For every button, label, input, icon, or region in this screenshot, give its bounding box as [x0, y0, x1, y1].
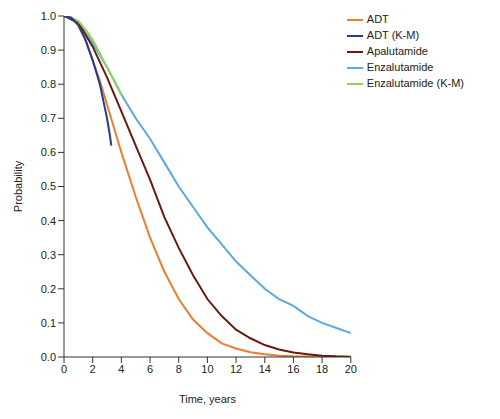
svg-text:Probability: Probability [12, 160, 24, 212]
html-text:Apalutamide: Apalutamide [366, 45, 428, 58]
svg-text:1.0: 1.0 [41, 10, 56, 22]
svg-text:10: 10 [201, 363, 213, 375]
svg-text:8: 8 [176, 363, 182, 375]
svg-text:2: 2 [90, 363, 96, 375]
svg-text:18: 18 [316, 363, 328, 375]
html-text:Enzalutamide: Enzalutamide [366, 61, 434, 74]
svg-text:Time, years: Time, years [179, 393, 237, 405]
svg-text:0.2: 0.2 [41, 283, 56, 295]
html-text:Enzalutamide (K-M): Enzalutamide (K-M) [366, 77, 464, 90]
svg-text:6: 6 [147, 363, 153, 375]
svg-text:0.4: 0.4 [41, 215, 56, 227]
svg-text:14: 14 [259, 363, 271, 375]
svg-text:0.1: 0.1 [41, 317, 56, 329]
svg-text:12: 12 [230, 363, 242, 375]
svg-text:0.3: 0.3 [41, 249, 56, 261]
svg-text:0.8: 0.8 [41, 78, 56, 90]
html-text:ADT: ADT [366, 13, 389, 25]
svg-text:4: 4 [118, 363, 124, 375]
svg-text:0.7: 0.7 [41, 112, 56, 124]
svg-text:20: 20 [345, 363, 357, 375]
svg-text:0: 0 [61, 363, 67, 375]
svg-text:16: 16 [287, 363, 299, 375]
svg-text:0.0: 0.0 [41, 351, 56, 363]
html-text:ADT (K-M): ADT (K-M) [366, 29, 420, 42]
svg-text:0.9: 0.9 [41, 44, 56, 56]
svg-text:0.5: 0.5 [41, 180, 56, 192]
svg-text:0.6: 0.6 [41, 146, 56, 158]
